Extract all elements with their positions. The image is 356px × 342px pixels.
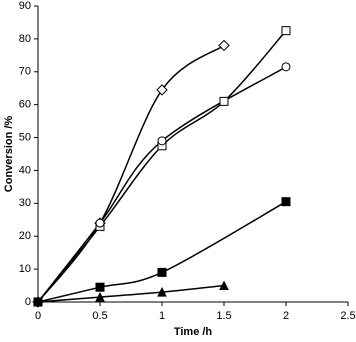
x-tick-label: 2.5 bbox=[340, 310, 355, 322]
series-line bbox=[37, 201, 287, 303]
marker bbox=[95, 282, 105, 292]
x-tick-label: 0 bbox=[35, 310, 41, 322]
y-tick-label: 90 bbox=[19, 0, 31, 12]
y-tick-label: 70 bbox=[19, 66, 31, 78]
x-tick-label: 2 bbox=[283, 310, 289, 322]
marker bbox=[218, 39, 230, 52]
marker bbox=[219, 280, 229, 291]
marker bbox=[281, 197, 291, 207]
y-axis-title: Conversion /% bbox=[3, 116, 15, 193]
series-line bbox=[37, 284, 225, 303]
x-tick-label: 1.5 bbox=[216, 310, 231, 322]
marker bbox=[157, 136, 167, 146]
y-tick-label: 80 bbox=[19, 33, 31, 45]
marker bbox=[157, 287, 167, 297]
marker bbox=[95, 218, 105, 228]
marker bbox=[95, 291, 105, 302]
y-tick-label: 50 bbox=[19, 131, 31, 143]
x-tick-label: 1 bbox=[159, 310, 165, 322]
y-tick-label: 60 bbox=[19, 99, 31, 111]
marker bbox=[33, 296, 43, 307]
series-line bbox=[37, 30, 287, 303]
x-axis-title: Time /h bbox=[174, 326, 213, 338]
marker bbox=[281, 62, 291, 72]
y-tick-label: 0 bbox=[25, 296, 31, 308]
y-tick-label: 30 bbox=[19, 197, 31, 209]
marker bbox=[219, 96, 229, 106]
series-line bbox=[37, 44, 225, 303]
series-line bbox=[37, 66, 287, 303]
marker bbox=[156, 84, 168, 96]
marker bbox=[157, 267, 167, 277]
marker bbox=[281, 26, 291, 36]
y-tick-label: 10 bbox=[19, 263, 31, 275]
x-tick-label: 0.5 bbox=[92, 310, 107, 322]
y-tick-label: 20 bbox=[19, 230, 31, 242]
y-tick-label: 40 bbox=[19, 164, 31, 176]
